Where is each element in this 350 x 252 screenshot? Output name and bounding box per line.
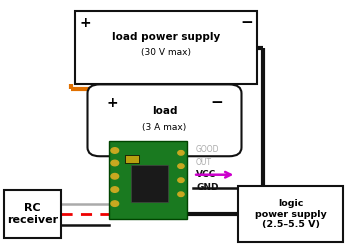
Text: RC
receiver: RC receiver: [7, 203, 58, 225]
FancyBboxPatch shape: [238, 186, 343, 242]
Text: +: +: [79, 16, 91, 30]
FancyBboxPatch shape: [4, 190, 61, 238]
Text: −: −: [211, 95, 223, 110]
Circle shape: [111, 160, 119, 166]
Text: (30 V max): (30 V max): [141, 48, 191, 57]
FancyBboxPatch shape: [88, 84, 241, 156]
Text: load power supply: load power supply: [112, 32, 220, 42]
Circle shape: [111, 201, 119, 206]
Circle shape: [178, 164, 184, 168]
Text: +: +: [106, 96, 118, 110]
Text: logic
power supply
(2.5–5.5 V): logic power supply (2.5–5.5 V): [255, 199, 326, 229]
Circle shape: [178, 150, 184, 155]
Circle shape: [111, 148, 119, 153]
Text: load: load: [152, 106, 177, 116]
Text: OUT: OUT: [196, 158, 212, 167]
Circle shape: [111, 187, 119, 192]
Text: −: −: [240, 15, 253, 30]
Circle shape: [178, 178, 184, 182]
Circle shape: [111, 173, 119, 179]
Text: GND: GND: [196, 183, 218, 193]
FancyBboxPatch shape: [131, 165, 168, 202]
FancyBboxPatch shape: [75, 11, 257, 84]
FancyBboxPatch shape: [125, 155, 139, 163]
Circle shape: [178, 192, 184, 197]
Text: (3 A max): (3 A max): [142, 123, 187, 132]
Text: VCC: VCC: [196, 170, 216, 179]
FancyBboxPatch shape: [108, 141, 187, 219]
Text: GOOD: GOOD: [196, 145, 219, 154]
